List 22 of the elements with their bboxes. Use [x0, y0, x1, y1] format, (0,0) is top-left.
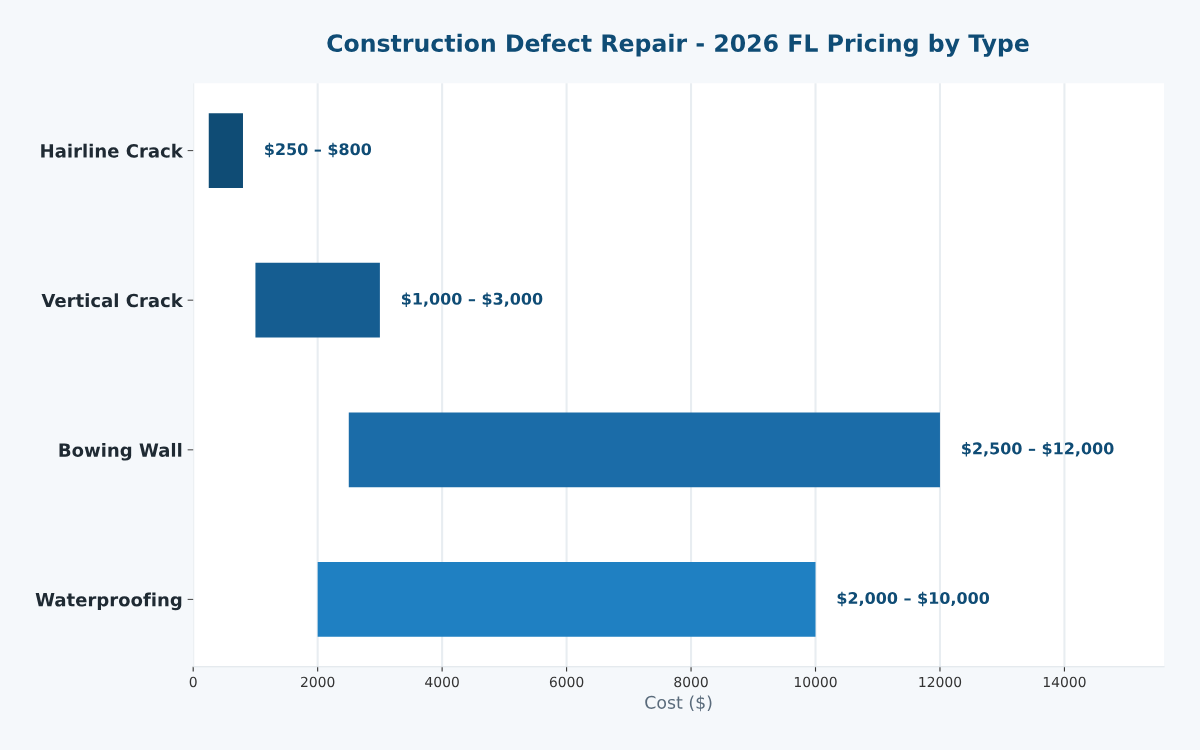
- x-tick-label: 10000: [794, 676, 837, 688]
- x-tick-label: 4000: [425, 676, 459, 688]
- x-tick-label: 6000: [549, 676, 584, 688]
- x-tick-label: 8000: [674, 676, 708, 688]
- y-tick-label: Hairline Crack: [41, 143, 184, 158]
- annotation: $1,000 – $3,000: [401, 292, 543, 307]
- y-tick-label: Vertical Crack: [41, 293, 184, 308]
- x-tick-label: 14000: [1043, 676, 1086, 688]
- chart-title: Construction Defect Repair - 2026 FL Pricing by Type: [327, 33, 1029, 57]
- y-tick-label: Waterproofing: [35, 592, 182, 611]
- annotation: $250 – $800: [265, 142, 372, 158]
- bar: [208, 113, 243, 188]
- x-tick-label: 0: [189, 676, 197, 688]
- bar: [348, 412, 940, 488]
- annotation: $2,500 – $12,000: [962, 442, 1114, 457]
- y-tick-label: Bowing Wall: [59, 442, 182, 461]
- x-tick-label: 12000: [919, 676, 962, 688]
- bar: [317, 562, 816, 637]
- x-tick-label: 2000: [301, 676, 335, 688]
- x-axis-title: Cost ($): [645, 695, 712, 712]
- bar: [255, 262, 380, 338]
- annotation: $2,000 – $10,000: [837, 591, 990, 607]
